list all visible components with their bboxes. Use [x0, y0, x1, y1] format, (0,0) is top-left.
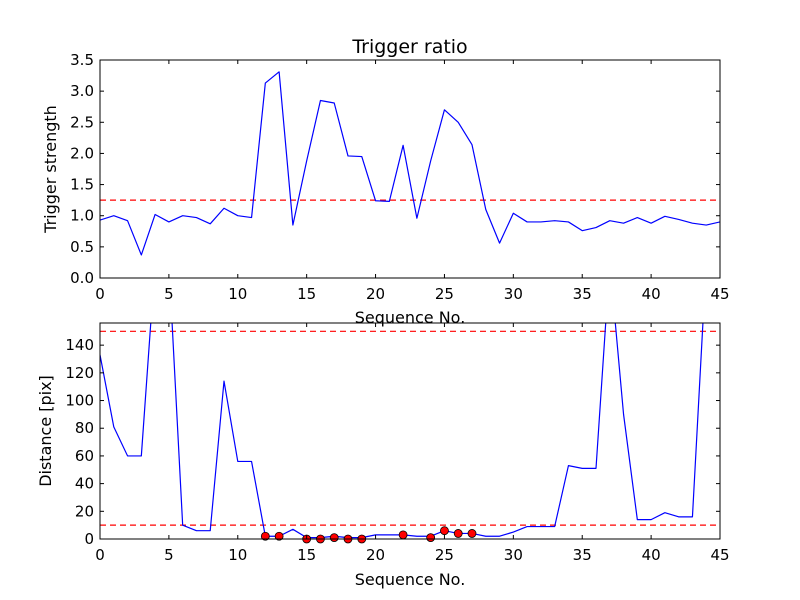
- plot-frame: [99, 322, 721, 540]
- plot-frame: [99, 59, 721, 279]
- data-point-marker: [260, 531, 270, 541]
- x-tick-label: 45: [710, 285, 729, 303]
- y-tick-label: 80: [75, 419, 94, 437]
- axis-ticks: 0 5 10 15 20 25 30 35 40 45 0.0 0.5 1.0 1.5 2.0 2.5 3.0 3…: [70, 51, 729, 303]
- data-point-marker: [467, 529, 477, 538]
- x-tick-label: 40: [642, 546, 661, 564]
- x-tick-label: 30: [504, 546, 523, 564]
- x-tick-label: 10: [228, 546, 247, 564]
- x-tick-label: 25: [435, 546, 454, 564]
- data-point-marker: [440, 526, 449, 536]
- x-axis-label: Sequence No.: [355, 308, 466, 327]
- data-point-marker: [398, 530, 408, 540]
- y-tick-label: 120: [65, 364, 94, 382]
- x-tick-label: 20: [366, 285, 385, 303]
- data-point-marker: [453, 529, 463, 538]
- y-tick-label: 60: [75, 447, 94, 465]
- chart-title: Trigger ratio: [351, 36, 467, 58]
- y-tick-label: 40: [75, 475, 94, 493]
- y-axis-label: Distance [pix]: [36, 375, 55, 487]
- plot-series: [100, 323, 704, 544]
- data-point-marker: [329, 533, 339, 543]
- y-axis-label: Trigger strength: [41, 105, 60, 234]
- y-tick-label: 140: [65, 336, 94, 354]
- y-tick-label: 100: [65, 392, 94, 410]
- y-tick-label: 1.5: [70, 176, 94, 194]
- threshold-lines: [100, 330, 720, 526]
- x-tick-label: 25: [435, 285, 454, 303]
- x-tick-label: 40: [642, 285, 661, 303]
- x-tick-label: 35: [573, 285, 592, 303]
- x-tick-label: 0: [95, 285, 105, 303]
- y-tick-label: 2.5: [70, 113, 94, 131]
- x-tick-label: 30: [504, 285, 523, 303]
- axis-ticks: 0 5 10 15 20 25 30 35 40 45 0 20 40 60 80 100 120 140: [65, 323, 730, 564]
- x-tick-label: 20: [366, 546, 385, 564]
- x-tick-label: 15: [297, 285, 316, 303]
- series-line: [100, 71, 720, 256]
- x-tick-label: 5: [164, 285, 174, 303]
- y-tick-label: 3.0: [70, 82, 94, 100]
- x-tick-label: 45: [710, 546, 729, 564]
- y-tick-label: 1.0: [70, 207, 94, 225]
- data-point-marker: [274, 531, 284, 541]
- x-tick-label: 0: [95, 546, 105, 564]
- y-tick-label: 2.0: [70, 144, 94, 162]
- x-axis-label: Sequence No.: [355, 570, 466, 589]
- distance-panel: Sequence No. Distance [pix] 0 5 10 15 20 25 30…: [36, 322, 730, 589]
- x-tick-label: 5: [164, 546, 174, 564]
- x-tick-label: 35: [573, 546, 592, 564]
- series-line: [100, 323, 704, 539]
- y-tick-label: 0.5: [70, 238, 94, 256]
- y-tick-label: 0: [84, 530, 94, 548]
- x-tick-label: 10: [228, 285, 247, 303]
- y-tick-label: 3.5: [70, 51, 94, 69]
- data-point-marker: [426, 533, 436, 543]
- y-tick-label: 0.0: [70, 269, 94, 287]
- x-tick-label: 15: [297, 546, 316, 564]
- plot-series: [100, 71, 720, 256]
- trigger-ratio-panel: Trigger ratio Sequence No. Trigger stren…: [41, 36, 730, 327]
- y-tick-label: 20: [75, 502, 94, 520]
